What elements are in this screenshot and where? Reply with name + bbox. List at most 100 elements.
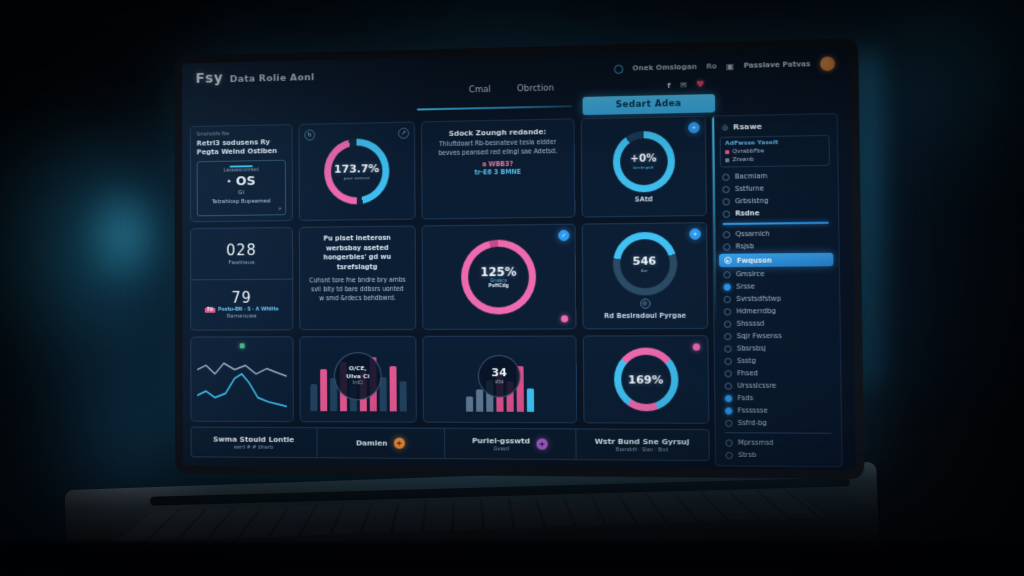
sidebar-item[interactable]: Fhsed [715, 367, 840, 380]
avatar[interactable] [819, 56, 836, 72]
account-name[interactable]: Onek Omsiogan [632, 62, 697, 73]
donut-sublabel-secondary: PvHCdg [488, 284, 509, 290]
sidebar-item[interactable]: Srsse [714, 280, 839, 293]
note-lead: Pu piset ineterosn werbsbay aseted honge… [323, 233, 392, 271]
sidebar-item[interactable]: Urssslcssre [715, 379, 840, 392]
sidebar-item[interactable]: Ssstg [715, 355, 840, 368]
laptop-screen: Fsy Data Rolie Aonl Onek Omsiogan Ro ▣ P… [174, 38, 865, 479]
account-short[interactable]: Ro [706, 62, 717, 71]
footer-item-text: Puriel-gsswtd Gvssd [472, 435, 530, 452]
heart-icon[interactable]: ♥ [695, 79, 705, 90]
refresh-icon[interactable]: ↻ [304, 129, 316, 141]
sidebar-item-icon [723, 242, 731, 251]
sidebar-item-icon [723, 295, 732, 303]
pink-indicator-dot [692, 343, 701, 351]
nav-link[interactable]: Cmal [468, 84, 491, 95]
badge-line: Ulva Ci [346, 372, 370, 380]
sidebar-profile-card[interactable]: AdFwsse Yaselt QvrabbFbe Zrswnb [719, 134, 830, 168]
stat-block-bottom: 79 TU Postu-BN · S · A Wfdite Ramanuwa [191, 278, 293, 330]
donut-chart-cyan: +0% becknpidt [612, 130, 675, 193]
footer-item-sub: swrd # # bhwrb [233, 444, 274, 451]
facebook-icon[interactable]: f [667, 80, 671, 90]
header-account-area: Onek Omsiogan Ro ▣ Passlave Patvas [613, 56, 836, 76]
sidebar-header[interactable]: ◎ Rsawe [712, 118, 837, 135]
ring-card-cyan[interactable]: + +0% becknpidt SAtd [580, 115, 707, 218]
sidebar-item[interactable] [725, 432, 832, 434]
card-action-button[interactable]: ✓ [558, 229, 570, 242]
sidebar-item[interactable]: Rsdne [713, 206, 838, 220]
ring-card-pink[interactable]: ✓ 125% Gnascs PvHCdg [421, 223, 577, 330]
camera-icon[interactable]: ▣ [726, 61, 735, 71]
footer-item-icon[interactable]: + [536, 438, 548, 450]
sidebar-item-label: Sstfurne [734, 184, 765, 194]
sidebar-item-icon [723, 320, 732, 328]
sidebar-item[interactable]: Mprssmsd [716, 436, 842, 449]
gauge-chart: 546 Aur [612, 231, 678, 296]
mail-icon[interactable]: ✉ [679, 80, 687, 90]
sidebar-item[interactable]: Sqjr Fwsenss [715, 330, 840, 343]
panel-inner-box: Lasessecoomed · OS Gi Tetrahlosp Bupeame… [196, 159, 287, 217]
sidebar-item[interactable]: Fsssssse [715, 404, 840, 417]
footer-item[interactable]: Wstr Bund Sne Gyrsuj Bssrstdt · Slan · B… [574, 429, 709, 461]
badge-line: O/CE, [348, 365, 367, 373]
sidebar-item[interactable]: ▶ Fwquson [718, 252, 834, 268]
sidebar-item[interactable]: Gmslrce [714, 267, 839, 280]
bar-chart-card-a[interactable]: O/CE, Ulva Ci IrdCi [299, 335, 417, 423]
dashboard-app: Fsy Data Rolie Aonl Onek Omsiogan Ro ▣ P… [182, 46, 856, 471]
ring-card-main[interactable]: ↻ ↗ 173.7% pase sostessi [298, 121, 416, 221]
profile-row: Zrswnb [725, 156, 824, 164]
sidebar-item-icon [722, 197, 730, 205]
donut-chart-multi: 169% [613, 347, 679, 412]
donut-value: 173.7% [334, 162, 380, 176]
sidebar-header-label: Rsawe [733, 121, 763, 132]
note-card-2[interactable]: Pu piset ineterosn werbsbay aseted honge… [298, 225, 417, 331]
sidebar-item[interactable]: Strsb [716, 449, 842, 462]
footer-item-icon[interactable]: + [393, 437, 405, 449]
footer-item-title: Wstr Bund Sne Gyrsuj [594, 436, 690, 446]
profile-name: AdFwsse Yaselt [724, 139, 779, 148]
nav-link[interactable]: Obrction [516, 82, 555, 94]
footer-item-text: Wstr Bund Sne Gyrsuj Bssrstdt · Slan · B… [595, 436, 690, 453]
ring-card-gauge[interactable]: + 546 Aur ◎ Rd Besiradoul Pyrgae [581, 222, 709, 330]
stat-value: 028 [226, 240, 257, 260]
summary-panel[interactable]: Smshvbfs Nw Retri3 sodusens Ry Pegta Wei… [189, 124, 293, 223]
sidebar-item-label: Fhsed [737, 369, 758, 378]
primary-action-button[interactable]: Sedart Adea [582, 93, 716, 115]
gauge-sublabel: Aur [640, 267, 649, 273]
sidebar-item-icon [725, 438, 733, 447]
stat-block-top: 028 Fwatrieue [191, 228, 292, 279]
sidebar-item[interactable]: Fsds [715, 392, 840, 405]
footer-item[interactable]: Swma Stould Lontie swrd # # bhwrb + [191, 428, 316, 458]
trend-icon[interactable]: ↗ [398, 127, 410, 139]
bar-chart-card-b[interactable]: 34 stta [422, 335, 578, 424]
donut-value: +0% [630, 152, 657, 165]
desk-surface [0, 542, 1024, 576]
footer-item[interactable]: Damien + [315, 428, 445, 459]
sidebar-item-icon [724, 406, 733, 415]
ring-card-multi[interactable]: 169% [582, 335, 710, 424]
sidebar-item[interactable] [722, 221, 829, 226]
sidebar-item-label: Rsjsb [735, 242, 755, 251]
sidebar-item-label: Rsdne [735, 209, 760, 218]
card-action-button[interactable]: + [689, 228, 701, 240]
sidebar-item-label: Fsssssse [737, 406, 768, 415]
footer-item[interactable]: Puriel-gsswtd Gvssd + [444, 428, 576, 460]
sidebar-item[interactable]: Hdmerrdbg [714, 305, 839, 318]
sidebar-item[interactable]: Sbsrsbsj [715, 342, 840, 355]
donut-chart-main: 173.7% pase sostessi [323, 138, 390, 205]
stats-card[interactable]: 028 Fwatrieue 79 TU Postu-BN · S · A Wfd… [190, 226, 294, 331]
bar [399, 381, 407, 412]
footer-item-text: Damien [356, 438, 388, 447]
note-body: Thluftdoart Rb-besnateve tesla eldder be… [438, 138, 558, 157]
sidebar-item[interactable]: Shssssd [714, 317, 839, 330]
sidebar-item[interactable]: Ssfrd-bg [716, 417, 842, 430]
trend-chart-card[interactable] [190, 336, 294, 423]
footer-item-title: Swma Stould Lontie [212, 434, 295, 444]
sidebar-item[interactable]: Svrstsdfstwp [714, 292, 839, 305]
sidebar-item[interactable]: Rsjsb [714, 239, 839, 253]
search-icon[interactable]: ⌕ [278, 204, 283, 213]
main-column: Smshvbfs Nw Retri3 sodusens Ry Pegta Wei… [189, 115, 710, 467]
footer-item-text: Swma Stould Lontie swrd # # bhwrb [213, 434, 294, 450]
card-action-button[interactable]: + [688, 121, 700, 134]
note-card-1[interactable]: Sdock Zoungh redande: Thluftdoart Rb-bes… [420, 118, 576, 220]
